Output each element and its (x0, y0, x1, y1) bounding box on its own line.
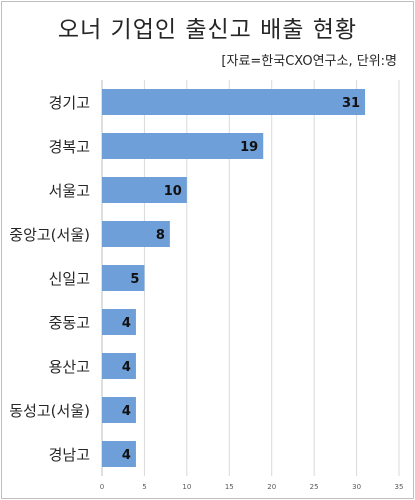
data-label: 4 (122, 316, 131, 331)
data-label: 19 (240, 140, 258, 155)
bar (102, 353, 136, 379)
x-tick-label: 5 (142, 483, 146, 491)
category-label: 경복고 (49, 138, 90, 156)
x-tick-label: 0 (100, 483, 104, 491)
bar (102, 89, 366, 115)
bar (102, 309, 136, 335)
data-label: 8 (156, 228, 165, 243)
category-label: 동성고(서울) (9, 402, 90, 420)
x-tick-label: 15 (225, 483, 234, 491)
bar (102, 441, 136, 467)
category-label: 중동고 (49, 314, 90, 332)
x-tick-label: 10 (182, 483, 191, 491)
data-label: 5 (130, 272, 139, 287)
data-label: 4 (122, 448, 131, 463)
data-label: 31 (342, 96, 360, 111)
bar (102, 397, 136, 423)
category-label: 서울고 (49, 182, 90, 200)
x-tick-label: 20 (267, 483, 276, 491)
category-label: 중앙고(서울) (9, 226, 90, 244)
data-label: 10 (164, 184, 182, 199)
bar (102, 133, 264, 159)
category-label: 경남고 (49, 446, 90, 464)
bar (102, 177, 187, 203)
x-tick-label: 25 (310, 483, 319, 491)
source-note: [자료=한국CXO연구소, 단위:명 (221, 54, 397, 69)
category-label: 경기고 (49, 94, 90, 112)
data-label: 4 (122, 404, 131, 419)
x-tick-label: 35 (395, 483, 404, 491)
bar (102, 221, 170, 247)
category-label: 용산고 (49, 358, 90, 376)
bar (102, 265, 145, 291)
category-label: 신일고 (49, 270, 90, 288)
chart-title: 오너 기업인 출신고 배출 현황 (57, 17, 358, 43)
data-label: 4 (122, 360, 131, 375)
x-tick-label: 30 (352, 483, 361, 491)
